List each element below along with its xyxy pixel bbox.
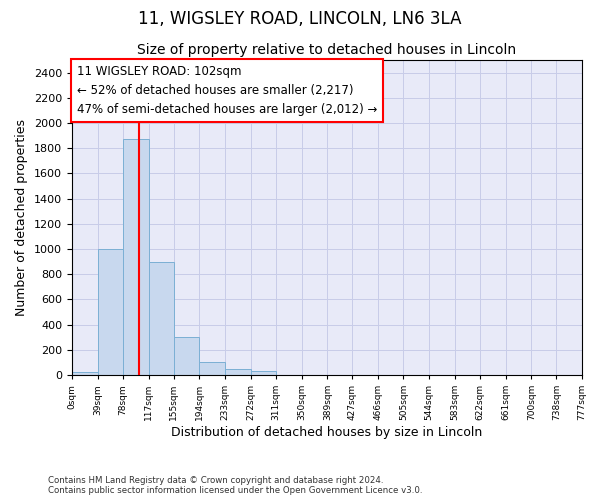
Bar xyxy=(98,249,123,375)
Bar xyxy=(149,262,174,375)
Bar xyxy=(72,372,98,375)
Bar xyxy=(174,337,199,375)
Bar xyxy=(123,140,149,375)
Text: 11 WIGSLEY ROAD: 102sqm
← 52% of detached houses are smaller (2,217)
47% of semi: 11 WIGSLEY ROAD: 102sqm ← 52% of detache… xyxy=(77,64,377,116)
Title: Size of property relative to detached houses in Lincoln: Size of property relative to detached ho… xyxy=(137,44,517,58)
Text: Contains HM Land Registry data © Crown copyright and database right 2024.
Contai: Contains HM Land Registry data © Crown c… xyxy=(48,476,422,495)
Bar xyxy=(251,371,276,375)
Bar xyxy=(199,362,225,375)
Text: 11, WIGSLEY ROAD, LINCOLN, LN6 3LA: 11, WIGSLEY ROAD, LINCOLN, LN6 3LA xyxy=(138,10,462,28)
X-axis label: Distribution of detached houses by size in Lincoln: Distribution of detached houses by size … xyxy=(172,426,482,439)
Y-axis label: Number of detached properties: Number of detached properties xyxy=(16,119,28,316)
Bar xyxy=(225,368,251,375)
